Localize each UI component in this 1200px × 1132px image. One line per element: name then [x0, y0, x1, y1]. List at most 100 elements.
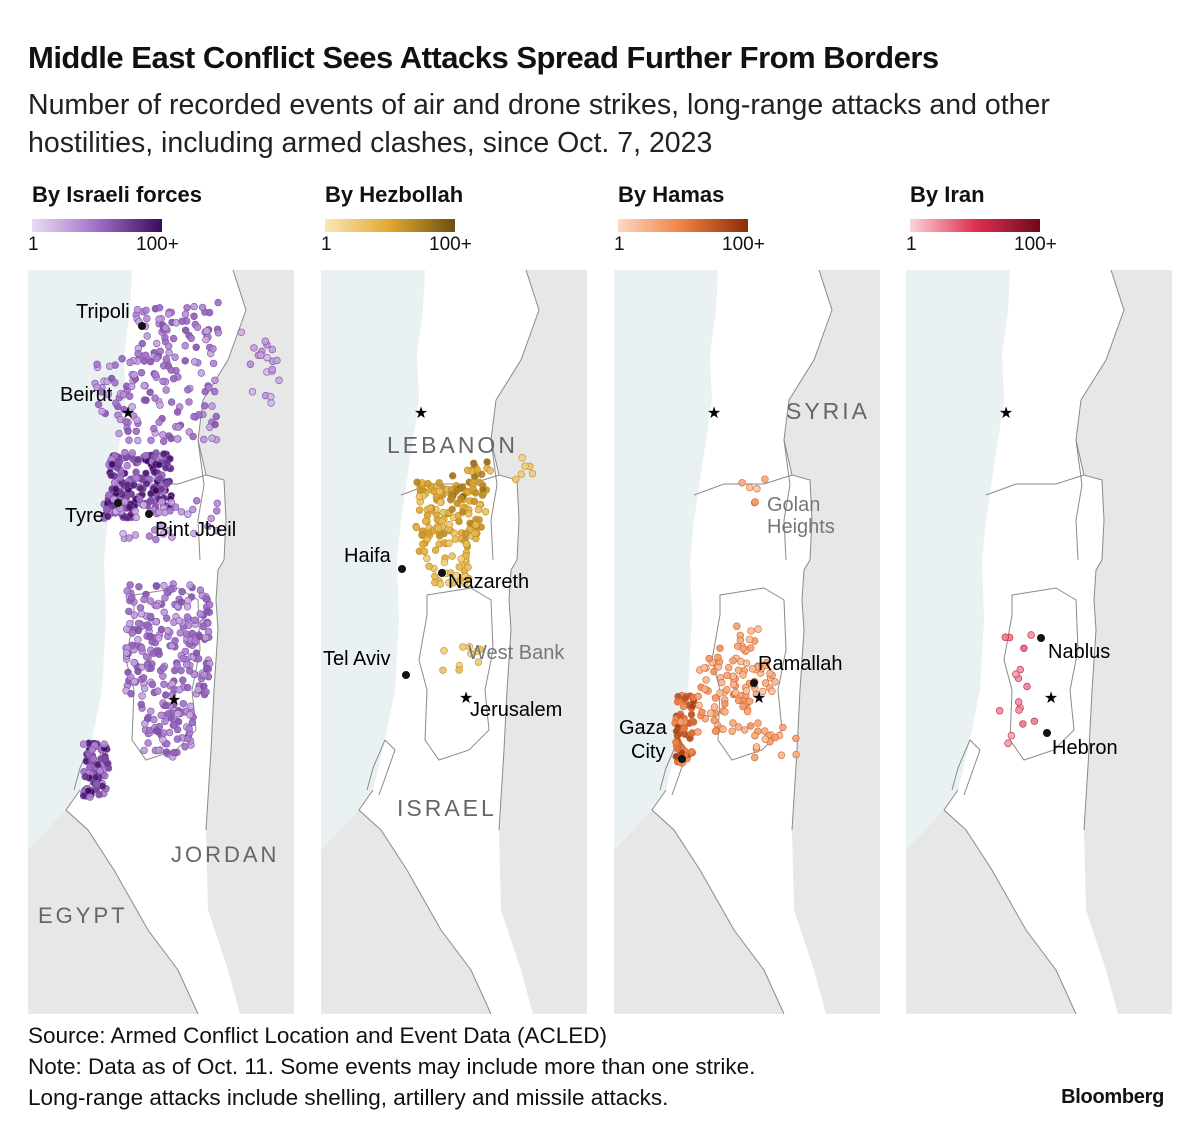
event-dot — [165, 348, 173, 357]
label-west-bank: West Bank — [468, 642, 565, 664]
event-dot — [190, 529, 198, 538]
event-dot — [159, 431, 167, 439]
event-dot — [130, 658, 138, 667]
event-dot — [154, 746, 163, 755]
capital-star-icon: ★ — [414, 405, 428, 422]
chart-subtitle: Number of recorded events of air and dro… — [28, 89, 1050, 159]
event-dot — [122, 418, 130, 426]
event-dot — [146, 388, 154, 397]
event-dot — [151, 370, 160, 379]
border-line — [791, 559, 811, 831]
event-dot — [451, 535, 459, 543]
event-dot — [418, 540, 427, 548]
event-dot — [771, 733, 779, 742]
event-dot — [424, 479, 432, 488]
event-dot — [159, 672, 167, 680]
event-dot — [140, 357, 149, 365]
event-dot — [431, 578, 439, 587]
event-dot — [140, 381, 148, 390]
event-dot — [124, 427, 132, 436]
event-dot — [91, 773, 100, 781]
event-dot — [186, 702, 195, 710]
event-dot — [120, 405, 128, 414]
event-dot — [161, 594, 169, 602]
event-dot — [191, 357, 199, 366]
event-dot — [463, 466, 472, 475]
event-dot — [1004, 739, 1012, 747]
panel-hamas: By Hamas 1 100+ ★ SYRIA Golan Heights Ra… — [614, 182, 880, 1014]
event-dot — [517, 470, 526, 478]
event-dot — [426, 504, 434, 512]
event-dot — [181, 326, 190, 334]
event-dot — [85, 763, 94, 772]
event-dot — [162, 748, 171, 756]
event-dot — [208, 434, 216, 442]
event-dot — [130, 371, 138, 379]
event-dot — [680, 724, 688, 732]
event-dot — [711, 694, 720, 702]
event-dot — [195, 411, 203, 419]
event-dot — [747, 627, 755, 635]
event-dot — [127, 690, 135, 698]
event-dot — [209, 345, 217, 353]
event-dot — [436, 487, 444, 496]
event-dot — [184, 386, 192, 394]
event-dot — [100, 740, 109, 748]
neighbor-jordan — [792, 560, 880, 1014]
event-dot — [439, 508, 447, 517]
event-dot — [139, 501, 148, 509]
event-dot — [733, 622, 741, 630]
definition-note: Long-range attacks include shelling, art… — [28, 1085, 669, 1110]
event-dot — [724, 663, 733, 672]
event-dot — [158, 498, 166, 506]
chart-footer: Source: Armed Conflict Location and Even… — [28, 1020, 755, 1113]
neighbor-syria — [784, 270, 880, 570]
event-dot — [154, 647, 163, 655]
panel-iran: By Iran 1 100+ ★ Nablus ★ Hebron — [906, 182, 1172, 1014]
label-nablus: Nablus — [1048, 641, 1110, 663]
event-dot — [145, 532, 154, 540]
event-dot — [155, 461, 163, 469]
event-dot — [745, 483, 754, 492]
label-tyre: Tyre — [65, 505, 104, 527]
event-dot — [714, 653, 722, 662]
event-dot — [190, 302, 198, 311]
city-marker — [398, 565, 406, 573]
event-dot — [672, 738, 680, 746]
event-dot — [167, 366, 175, 374]
event-dot — [173, 408, 182, 416]
event-dot — [110, 479, 119, 487]
event-dot — [201, 633, 210, 642]
event-dot — [190, 312, 198, 320]
legend-gradient — [32, 219, 162, 232]
event-dot — [710, 716, 719, 725]
event-dot — [745, 635, 754, 644]
event-dot — [93, 383, 101, 391]
event-dot — [130, 481, 138, 489]
event-dot — [1014, 698, 1023, 706]
event-dot — [761, 679, 770, 687]
event-dot — [204, 522, 212, 531]
event-dot — [263, 353, 271, 362]
city-marker — [138, 322, 146, 330]
event-dot — [1012, 670, 1020, 678]
event-dots — [995, 631, 1039, 747]
event-dot — [155, 315, 163, 323]
border-line — [366, 739, 396, 796]
event-dot — [183, 603, 192, 611]
event-dot — [777, 751, 786, 759]
event-dot — [181, 310, 190, 318]
label-tripoli: Tripoli — [76, 301, 130, 323]
event-dot — [187, 334, 195, 343]
event-dot — [207, 514, 215, 523]
event-dot — [134, 667, 142, 676]
capital-star-icon: ★ — [1044, 690, 1058, 707]
event-dot — [123, 461, 131, 470]
event-dot — [728, 727, 736, 735]
event-dot — [719, 725, 727, 733]
event-dot — [150, 715, 158, 724]
event-dot — [202, 335, 210, 344]
event-dot — [79, 740, 88, 748]
event-dot — [528, 469, 537, 478]
event-dot — [761, 735, 770, 743]
